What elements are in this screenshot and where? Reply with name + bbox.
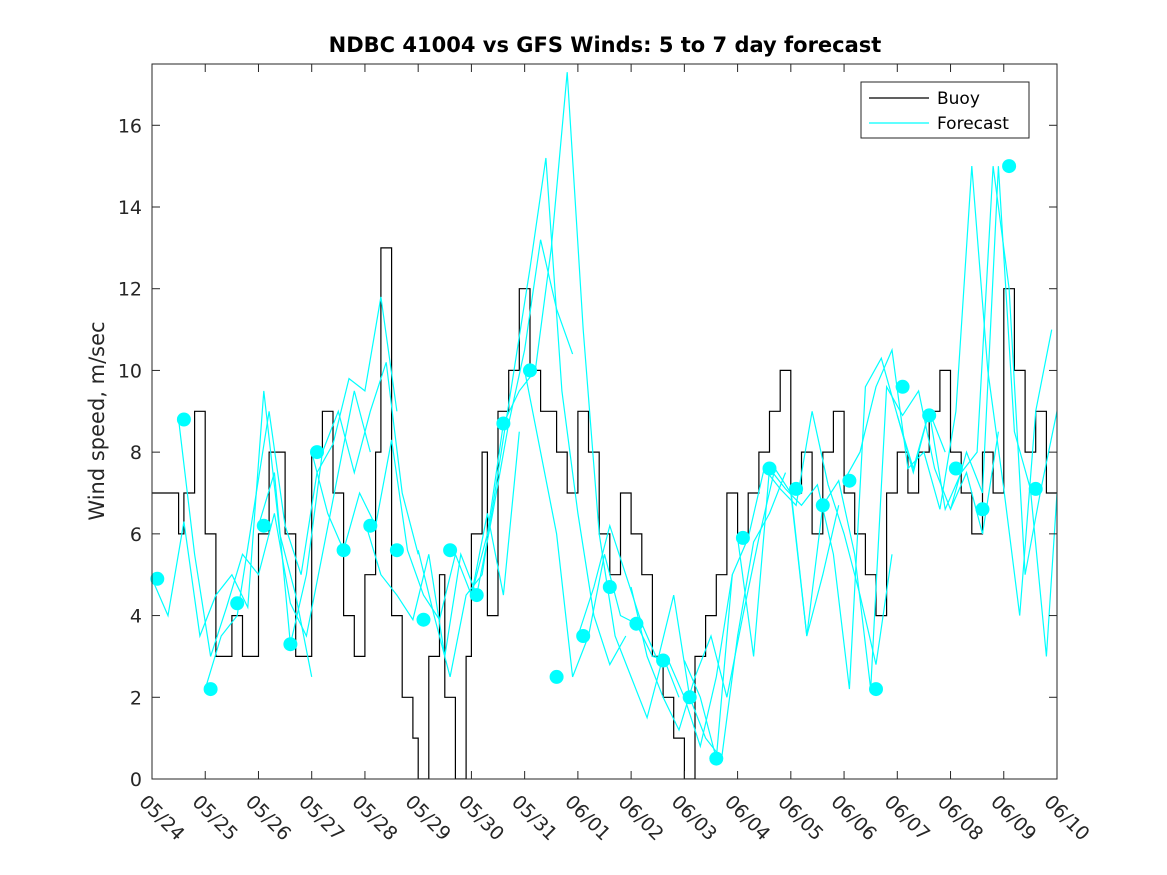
x-tick-label: 06/07 bbox=[880, 791, 934, 845]
forecast-run-line-2 bbox=[178, 390, 371, 657]
forecast-marker bbox=[735, 530, 750, 545]
forecast-run-line-7 bbox=[417, 157, 627, 678]
forecast-marker bbox=[256, 518, 271, 533]
forecast-marker bbox=[709, 751, 724, 766]
forecast-marker bbox=[869, 682, 883, 697]
forecast-marker bbox=[363, 518, 378, 533]
forecast-marker bbox=[1002, 159, 1017, 174]
forecast-marker bbox=[389, 543, 404, 558]
legend: Buoy Forecast bbox=[860, 81, 1030, 139]
plot-area bbox=[150, 72, 1057, 779]
axes: 024681012141605/2405/2505/2605/2705/2805… bbox=[118, 63, 1094, 845]
x-tick-label: 05/30 bbox=[454, 791, 508, 845]
forecast-run-line-3 bbox=[204, 296, 398, 690]
legend-label-buoy: Buoy bbox=[937, 89, 980, 109]
y-tick-label: 14 bbox=[118, 197, 142, 219]
forecast-marker bbox=[549, 669, 564, 684]
forecast-run-line-9 bbox=[524, 370, 733, 749]
forecast-marker bbox=[762, 461, 777, 476]
x-tick-label: 06/08 bbox=[933, 791, 987, 845]
forecast-marker bbox=[283, 637, 298, 652]
forecast-marker bbox=[150, 571, 165, 586]
forecast-marker bbox=[310, 445, 324, 460]
x-tick-label: 05/24 bbox=[134, 791, 188, 845]
forecast-marker bbox=[443, 543, 458, 558]
x-tick-label: 05/26 bbox=[241, 791, 295, 845]
x-tick-label: 06/03 bbox=[667, 791, 721, 845]
forecast-marker bbox=[975, 502, 990, 517]
forecast-run-line-4 bbox=[257, 362, 419, 645]
forecast-marker bbox=[336, 543, 351, 558]
forecast-marker bbox=[523, 363, 537, 378]
forecast-marker bbox=[1028, 481, 1043, 496]
x-tick-label: 06/06 bbox=[827, 791, 881, 845]
forecast-marker bbox=[230, 596, 245, 611]
y-tick-label: 8 bbox=[130, 442, 142, 464]
buoy-series-line bbox=[152, 247, 1057, 779]
forecast-run-line-14 bbox=[790, 384, 999, 690]
y-tick-label: 12 bbox=[118, 279, 142, 301]
x-tick-label: 06/01 bbox=[560, 791, 614, 845]
forecast-marker bbox=[815, 498, 830, 513]
forecast-marker bbox=[656, 653, 671, 668]
forecast-marker bbox=[895, 379, 910, 394]
legend-label-forecast: Forecast bbox=[937, 114, 1009, 134]
x-tick-label: 06/04 bbox=[720, 791, 774, 845]
y-tick-label: 0 bbox=[130, 769, 142, 791]
forecast-marker bbox=[842, 473, 857, 488]
y-tick-label: 2 bbox=[130, 687, 142, 709]
x-tick-label: 05/31 bbox=[507, 791, 561, 845]
forecast-run-line-16 bbox=[896, 166, 1057, 575]
forecast-run-line-11 bbox=[630, 466, 840, 732]
axes-box bbox=[151, 63, 1058, 780]
forecast-marker bbox=[203, 682, 218, 697]
forecast-marker bbox=[469, 588, 484, 603]
y-tick-label: 4 bbox=[130, 606, 142, 628]
x-tick-label: 06/10 bbox=[1039, 791, 1093, 845]
forecast-run-line-1 bbox=[152, 390, 313, 678]
x-tick-label: 06/02 bbox=[614, 791, 668, 845]
x-tick-label: 05/27 bbox=[294, 791, 348, 845]
y-axis-label: Wind speed, m/sec bbox=[85, 321, 109, 520]
forecast-marker bbox=[922, 408, 937, 423]
forecast-run-line-12 bbox=[683, 411, 893, 759]
forecast-marker bbox=[176, 412, 191, 427]
y-tick-label: 6 bbox=[130, 524, 142, 546]
x-tick-label: 05/29 bbox=[401, 791, 455, 845]
forecast-marker bbox=[629, 616, 644, 631]
x-tick-label: 05/25 bbox=[188, 791, 242, 845]
forecast-run-line-8 bbox=[470, 72, 680, 720]
y-tick-label: 10 bbox=[118, 360, 142, 382]
forecast-run-line-15 bbox=[843, 166, 1053, 616]
forecast-marker bbox=[576, 629, 591, 643]
forecast-marker bbox=[682, 690, 697, 705]
forecast-run-line-13 bbox=[737, 356, 946, 690]
y-tick-label: 16 bbox=[118, 115, 142, 137]
forecast-run-line-17 bbox=[949, 166, 1057, 657]
x-tick-label: 06/09 bbox=[986, 791, 1040, 845]
forecast-run-line-10 bbox=[577, 472, 787, 761]
x-tick-label: 05/28 bbox=[347, 791, 401, 845]
forecast-marker bbox=[948, 461, 963, 476]
forecast-run-line-6 bbox=[364, 239, 574, 657]
forecast-marker bbox=[789, 481, 804, 496]
chart-title: NDBC 41004 vs GFS Winds: 5 to 7 day fore… bbox=[329, 33, 882, 57]
forecast-marker bbox=[602, 580, 617, 594]
legend-box bbox=[860, 81, 1030, 139]
forecast-marker bbox=[416, 612, 431, 627]
x-tick-label: 06/05 bbox=[773, 791, 827, 845]
forecast-marker bbox=[496, 416, 511, 431]
forecast-run-line-5 bbox=[311, 431, 520, 622]
